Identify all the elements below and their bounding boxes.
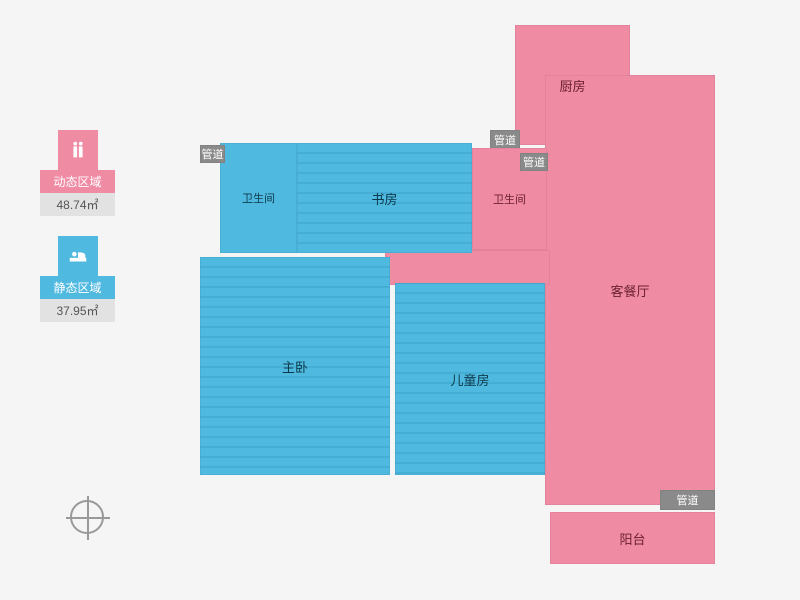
floorplan: 厨房管道客餐厅卫生间管道书房卫生间管道主卧儿童房阳台管道 <box>200 25 730 585</box>
room-label: 管道 <box>523 154 545 170</box>
legend-static-label: 静态区域 <box>40 276 115 299</box>
room-label: 管道 <box>494 132 516 148</box>
room-living: 客餐厅 <box>545 75 715 505</box>
compass-icon <box>70 500 104 534</box>
room-label: 卫生间 <box>242 190 275 206</box>
legend-static-value: 37.95㎡ <box>40 299 115 322</box>
room-master: 主卧 <box>200 257 390 475</box>
room-bath1: 卫生间 <box>220 143 297 253</box>
room-pipe4: 管道 <box>660 490 715 510</box>
room-label: 阳台 <box>619 529 645 548</box>
people-icon <box>58 130 98 170</box>
room-pipe1: 管道 <box>490 130 520 150</box>
room-kids: 儿童房 <box>395 283 545 475</box>
room-hall <box>385 250 550 285</box>
room-label: 管道 <box>202 146 224 162</box>
room-pipe3: 管道 <box>200 145 225 163</box>
room-label: 主卧 <box>282 357 308 376</box>
room-study: 书房 <box>297 143 472 253</box>
bed-icon <box>58 236 98 276</box>
room-label: 客餐厅 <box>610 281 649 300</box>
legend-dynamic-value: 48.74㎡ <box>40 193 115 216</box>
room-label: 管道 <box>677 492 699 508</box>
room-label: 书房 <box>371 189 397 208</box>
room-pipe2: 管道 <box>520 153 548 171</box>
legend: 动态区域 48.74㎡ 静态区域 37.95㎡ <box>40 130 115 342</box>
room-label: 厨房 <box>559 76 585 95</box>
legend-static: 静态区域 37.95㎡ <box>40 236 115 322</box>
room-label: 卫生间 <box>493 191 526 207</box>
legend-dynamic-label: 动态区域 <box>40 170 115 193</box>
room-label: 儿童房 <box>450 370 489 389</box>
room-balcony: 阳台 <box>550 512 715 564</box>
legend-dynamic: 动态区域 48.74㎡ <box>40 130 115 216</box>
